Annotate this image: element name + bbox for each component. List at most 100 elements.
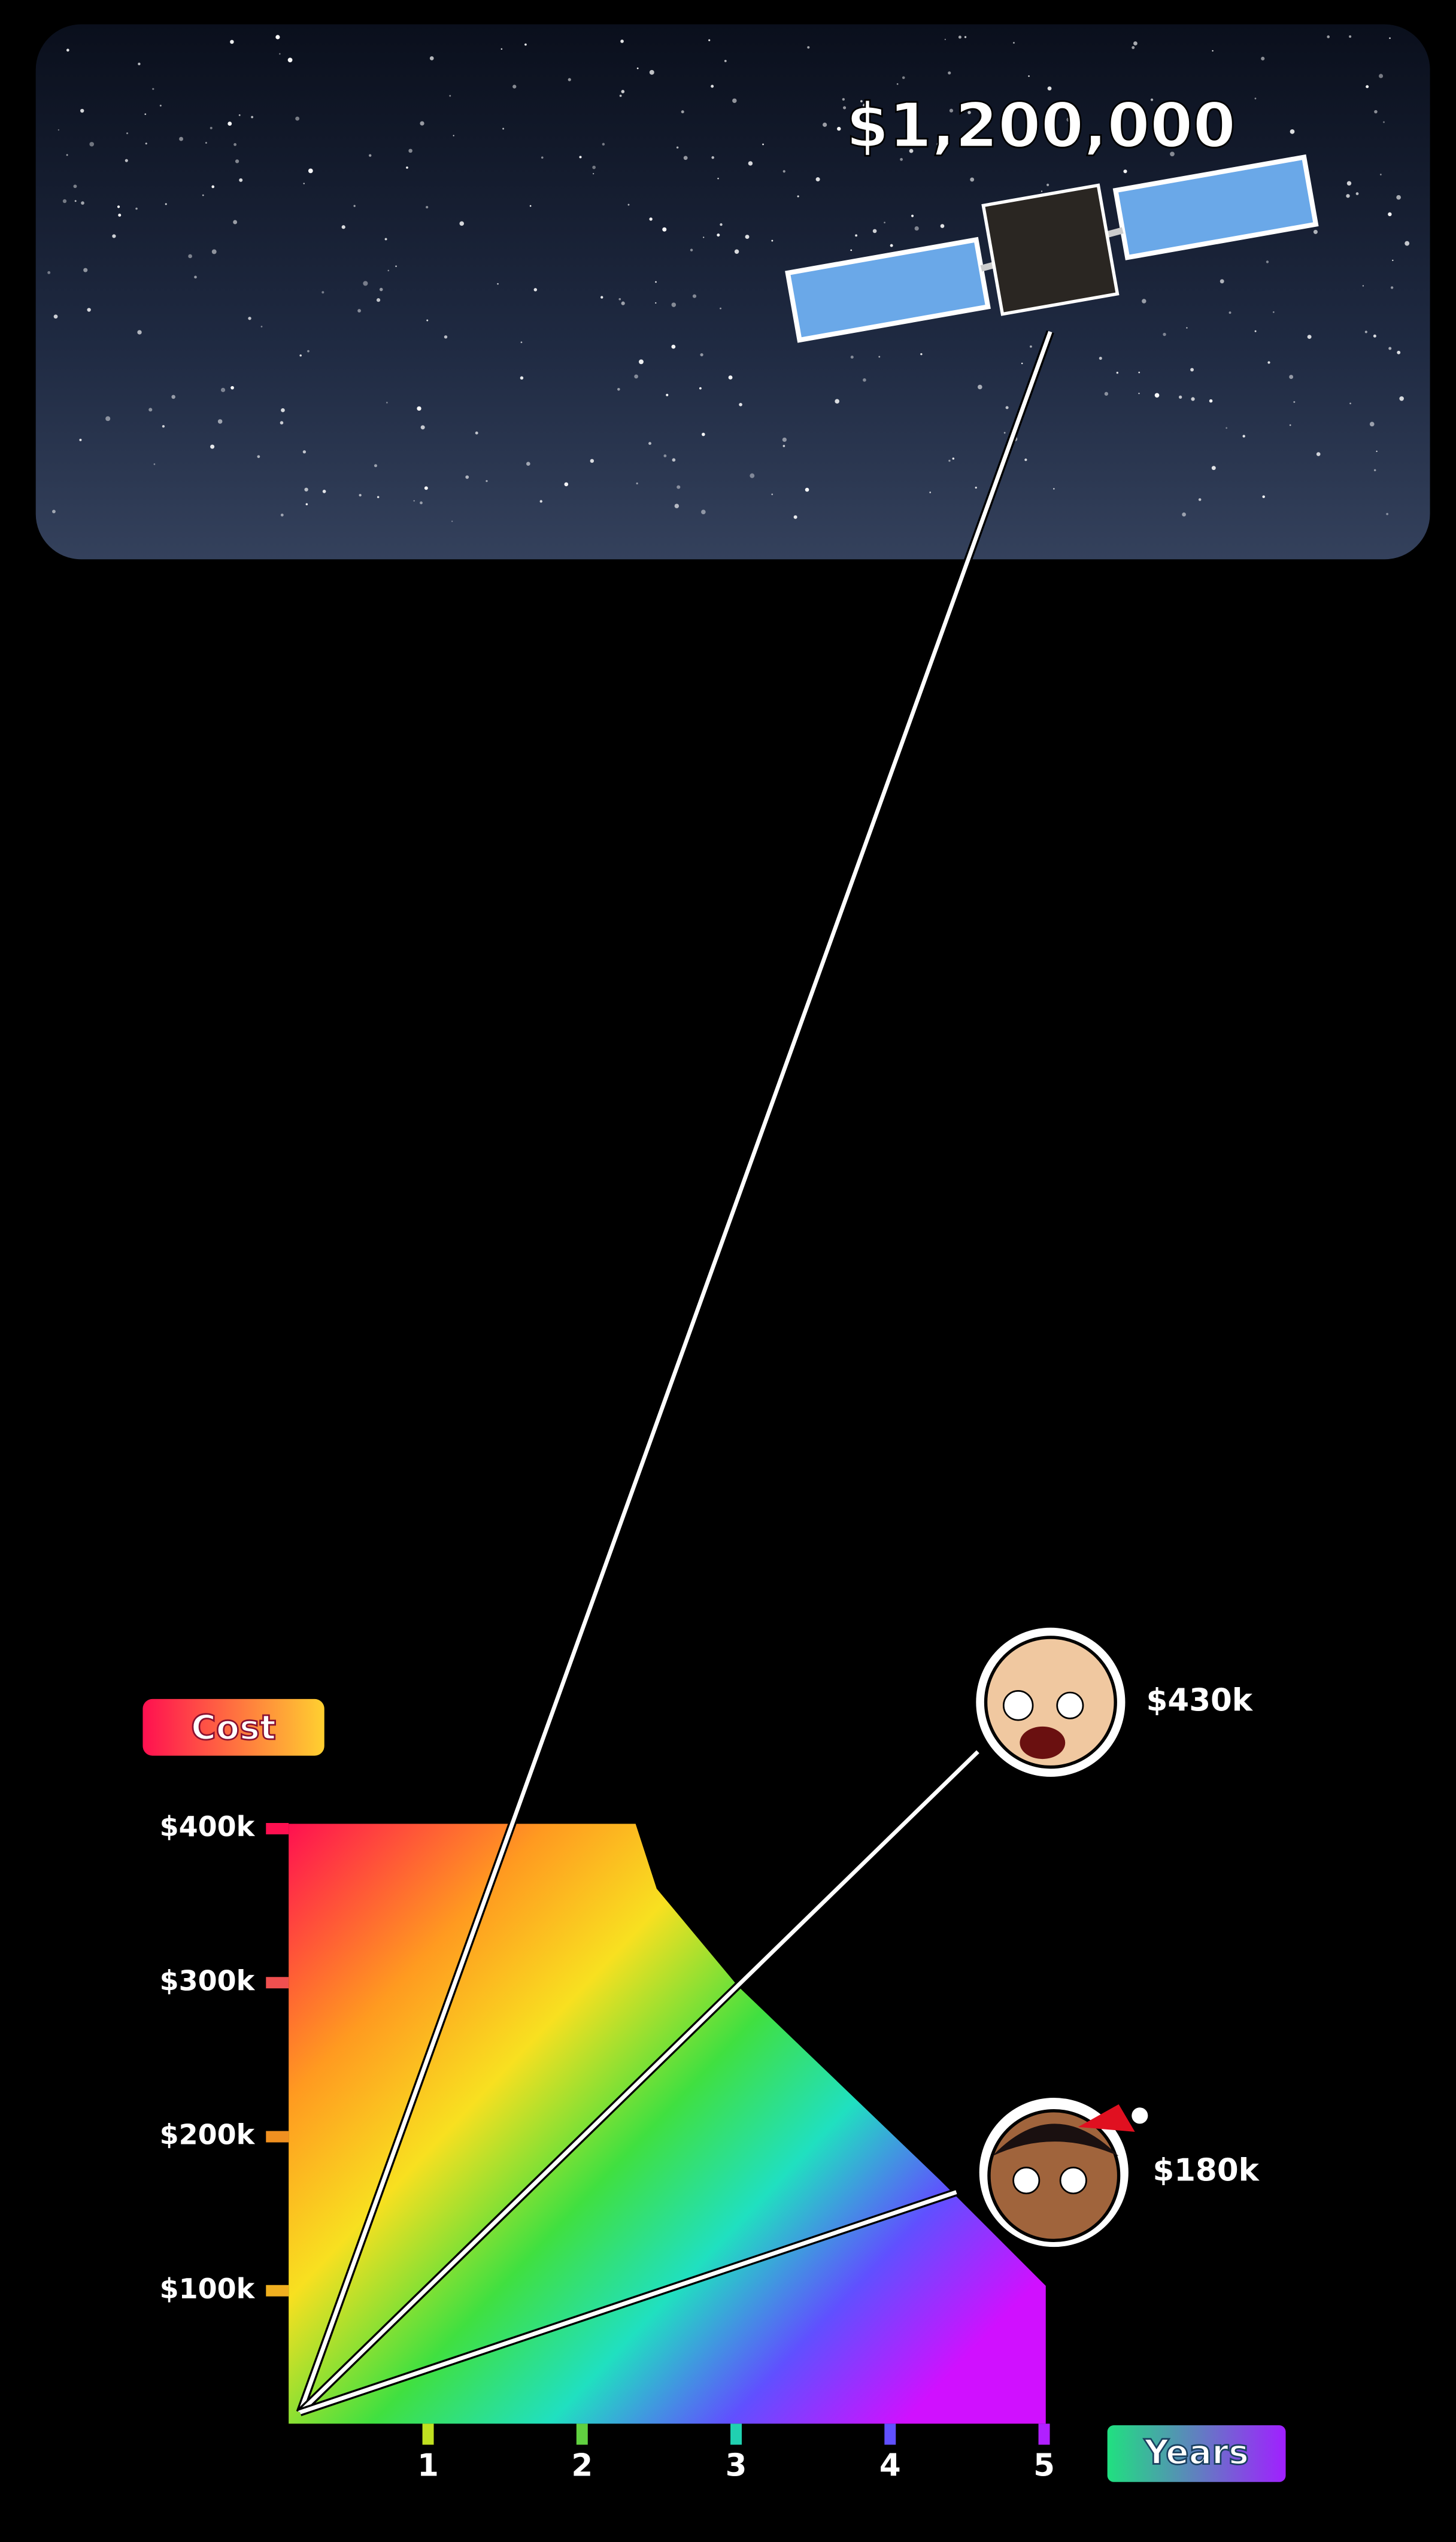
star [374, 464, 377, 468]
star [690, 248, 693, 251]
star [1379, 74, 1384, 78]
star [303, 183, 305, 184]
x-label-badge [1107, 2425, 1286, 2482]
x-tick-label: 3 [726, 2447, 747, 2483]
star [805, 487, 809, 492]
star [911, 214, 914, 217]
star [1307, 335, 1312, 339]
star [634, 374, 638, 379]
star [420, 501, 423, 505]
star [210, 444, 215, 449]
star [619, 95, 622, 97]
star [902, 76, 905, 80]
star [1290, 129, 1295, 134]
rays [296, 330, 1054, 2416]
star [1186, 327, 1188, 329]
star [703, 236, 705, 238]
star [1327, 35, 1330, 38]
star [137, 330, 142, 335]
star [890, 244, 893, 247]
star [238, 114, 241, 116]
star [205, 142, 207, 144]
star [81, 201, 84, 205]
star [307, 350, 310, 353]
star [353, 205, 356, 207]
star [929, 492, 932, 493]
star [413, 500, 415, 502]
star [1262, 495, 1265, 498]
star [750, 473, 755, 478]
star [305, 503, 308, 506]
star [359, 494, 362, 497]
star [617, 387, 620, 391]
star [909, 148, 914, 153]
star [118, 213, 122, 217]
star [739, 402, 742, 407]
star [524, 43, 527, 46]
star [533, 288, 538, 292]
star [384, 238, 387, 241]
star [52, 509, 56, 514]
star [379, 287, 383, 292]
star [179, 136, 184, 141]
ray [298, 1750, 979, 2414]
star [621, 301, 625, 305]
star [1366, 85, 1369, 89]
star [395, 265, 397, 268]
star [260, 326, 263, 327]
star [782, 445, 785, 447]
y-label-badge [142, 1698, 324, 1756]
star [1392, 259, 1394, 262]
star [1379, 174, 1382, 175]
star [275, 35, 280, 40]
star [564, 482, 569, 487]
star [1369, 421, 1375, 427]
star [194, 275, 197, 279]
star [655, 302, 657, 304]
star [793, 515, 797, 519]
star [1024, 458, 1027, 462]
star [165, 203, 167, 205]
star [1066, 117, 1070, 122]
star [648, 442, 651, 445]
face [976, 1627, 1126, 1777]
star [618, 298, 621, 301]
star [406, 166, 408, 169]
star [220, 387, 226, 392]
star [449, 95, 451, 97]
star [520, 341, 523, 344]
star [1123, 169, 1127, 174]
star [1226, 427, 1228, 429]
star [1190, 368, 1194, 372]
star [1355, 192, 1359, 195]
star [944, 38, 946, 40]
star [1388, 347, 1392, 350]
star [843, 106, 847, 110]
star [1182, 512, 1186, 517]
star [850, 249, 853, 251]
star [280, 513, 284, 517]
star [636, 482, 638, 485]
star [233, 220, 238, 225]
star [1383, 121, 1385, 123]
x-tick-label: 4 [879, 2447, 901, 2483]
star [1376, 450, 1378, 452]
star [975, 486, 977, 489]
star [1373, 334, 1376, 338]
star [900, 157, 903, 161]
star [363, 281, 368, 286]
star [148, 408, 153, 412]
star [1364, 330, 1367, 333]
star [304, 487, 308, 492]
star [217, 419, 223, 424]
star [188, 254, 192, 259]
star [1313, 229, 1318, 234]
star [1005, 406, 1009, 409]
star [1349, 402, 1351, 405]
star [152, 87, 154, 90]
star [662, 227, 667, 232]
star [497, 283, 499, 285]
star [699, 387, 702, 390]
star [720, 307, 721, 310]
stars [47, 35, 1410, 522]
